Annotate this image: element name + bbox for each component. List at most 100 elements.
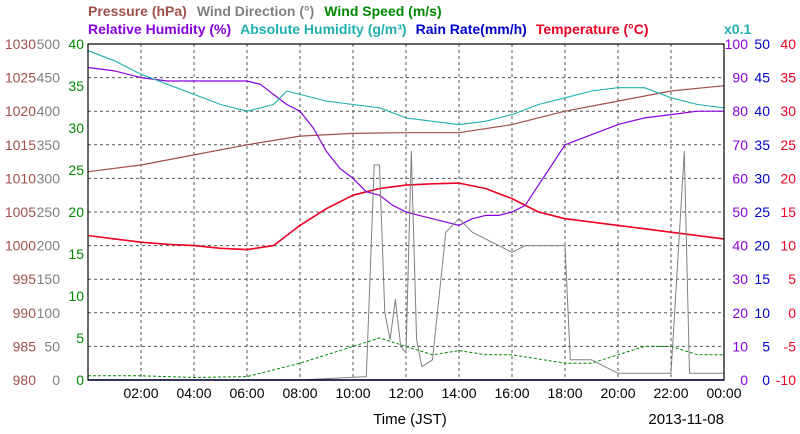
wind_speed-tick-label: 10 [68,288,84,304]
pressure-tick-label: 990 [13,305,37,321]
temperature-tick-label: -10 [776,372,796,388]
rain_rate-tick-label: 25 [754,204,770,220]
temperature-tick-label: 30 [780,103,796,119]
rel_humidity-tick-label: 70 [732,137,748,153]
rel_humidity-tick-label: 30 [732,271,748,287]
rel_humidity-tick-label: 20 [732,305,748,321]
wind_dir-tick-label: 300 [37,170,61,186]
series-line-temperature [87,182,725,251]
pressure-tick-label: 995 [13,271,37,287]
temperature-tick-label: 0 [788,305,796,321]
plot-border [87,43,725,381]
x-axis: 02:00 04:00 06:00 08:00 10:00 12:00 14:00 16:00… [123,385,741,401]
pressure-tick-label: 1020 [5,103,36,119]
rain_rate-tick-label: 30 [754,170,770,186]
x-tick-label: 06:00 [229,385,264,401]
pressure-tick-label: 1010 [5,170,36,186]
pressure-tick-label: 980 [13,372,37,388]
left-axes: 1030102510201015101010051000995990985980… [5,36,84,388]
wind_dir-tick-label: 500 [37,36,61,52]
series-line-rel_humidity [87,66,724,226]
rel_humidity-tick-label: 60 [732,170,748,186]
rel_humidity-tick-label: 10 [732,338,748,354]
x-tick-label: 02:00 [123,385,158,401]
legend-rain_rate: Rain Rate(mm/h) [416,21,527,37]
wind_dir-tick-label: 450 [37,70,61,86]
rel_humidity-tick-label: 50 [732,204,748,220]
date-label: 2013-11-08 [648,411,724,428]
x-tick-label: 16:00 [494,385,529,401]
x-tick-label: 14:00 [441,385,476,401]
right-axes: 1009080706050403020100504540353025201510… [725,36,797,388]
wind_speed-tick-label: 30 [68,120,84,136]
wind_dir-tick-label: 0 [52,372,60,388]
temperature-tick-label: 20 [780,170,796,186]
series-line-wind_dir [88,151,724,381]
rel_humidity-tick-label: 40 [732,238,748,254]
pressure-tick-label: 1005 [5,204,36,220]
x-tick-label: 22:00 [653,385,688,401]
legend-temperature: Temperature (°C) [536,21,649,37]
pressure-tick-label: 1015 [5,137,36,153]
rain_rate-tick-label: 5 [762,338,770,354]
series-line-pressure [87,85,725,173]
rain_rate-tick-label: 20 [754,238,770,254]
x-tick-label: 10:00 [335,385,370,401]
rain_rate-tick-label: 15 [754,271,770,287]
x-tick-label: 20:00 [600,385,635,401]
temperature-tick-label: 35 [780,70,796,86]
wind_speed-tick-label: 5 [76,330,84,346]
x-tick-label: 00:00 [706,385,741,401]
x-tick-label: 04:00 [176,385,211,401]
series-line-wind_speed [88,337,724,378]
pressure-tick-label: 1030 [5,36,36,52]
pressure-tick-label: 985 [13,338,37,354]
series-line-abs_humidity [87,50,725,126]
rain_rate-tick-label: 40 [754,103,770,119]
wind_speed-tick-label: 0 [76,372,84,388]
wind_dir-tick-label: 400 [37,103,61,119]
legend-rel_humidity: Relative Humidity (%) [88,21,231,37]
x-tick-label: 08:00 [282,385,317,401]
chart-header: Pressure (hPa) Wind Direction (°) Wind Spe… [88,3,751,37]
rain_rate-tick-label: 0 [762,372,770,388]
wind_dir-tick-label: 50 [44,338,60,354]
wind_dir-tick-label: 100 [37,305,61,321]
rel_humidity-tick-label: 0 [740,372,748,388]
rain_rate-tick-label: 45 [754,70,770,86]
legend-abs_humidity: Absolute Humidity (g/m³) [240,21,406,37]
temperature-tick-label: -5 [784,338,797,354]
wind_speed-tick-label: 35 [68,78,84,94]
legend-wind_speed: Wind Speed (m/s) [324,3,441,19]
legend-wind_dir: Wind Direction (°) [197,3,314,19]
wind_dir-tick-label: 250 [37,204,61,220]
rain_rate-tick-label: 10 [754,305,770,321]
temperature-tick-label: 15 [780,204,796,220]
temperature-tick-label: 10 [780,238,796,254]
rel_humidity-tick-label: 100 [725,36,749,52]
x-tick-label: 18:00 [547,385,582,401]
wind_dir-tick-label: 200 [37,238,61,254]
plot-series [87,50,725,381]
wind_dir-tick-label: 350 [37,137,61,153]
temperature-tick-label: 40 [780,36,796,52]
rain_rate-tick-label: 50 [754,36,770,52]
pressure-tick-label: 1000 [5,238,36,254]
temperature-tick-label: 5 [788,271,796,287]
wind_speed-tick-label: 20 [68,204,84,220]
pressure-tick-label: 1025 [5,70,36,86]
x-axis-label: Time (JST) [373,411,447,428]
temperature-tick-label: 25 [780,137,796,153]
x-tick-label: 12:00 [388,385,423,401]
plot-frame [87,43,725,381]
rain_rate-tick-label: 35 [754,137,770,153]
wind_speed-tick-label: 40 [68,36,84,52]
wind_dir-tick-label: 150 [37,271,61,287]
rel_humidity-tick-label: 80 [732,103,748,119]
wind_speed-tick-label: 15 [68,246,84,262]
abs-humidity-scale-note: x0.1 [724,21,751,37]
wind_speed-tick-label: 25 [68,162,84,178]
legend-pressure: Pressure (hPa) [88,3,187,19]
rel_humidity-tick-label: 90 [732,70,748,86]
